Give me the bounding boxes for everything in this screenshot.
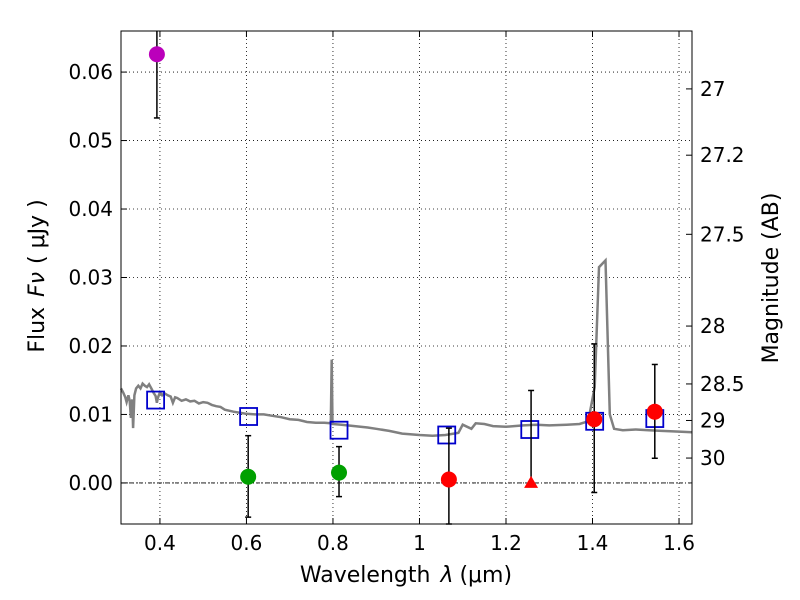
magnitude-tick-label: 30	[700, 446, 725, 470]
x-tick-label: 0.6	[231, 531, 263, 555]
x-tick-label: 0.8	[317, 531, 349, 555]
magnitude-tick-label: 28	[700, 314, 725, 338]
magnitude-tick-label: 27.5	[700, 222, 745, 246]
x-tick-label: 1.6	[663, 531, 695, 555]
magnitude-axis-label: Magnitude (AB)	[759, 193, 784, 364]
y-axis-label: FluxFν( μJy )	[25, 199, 50, 352]
y-tick-label: 0.04	[68, 197, 113, 221]
upper-limit-marker	[524, 475, 539, 488]
model-spectrum-layer	[119, 257, 693, 437]
y-tick-label: 0.05	[68, 129, 113, 153]
model-spectrum-line	[119, 257, 693, 437]
x-tick-label: 1.2	[490, 531, 522, 555]
x-tick-label: 0.4	[144, 531, 176, 555]
synthetic-photometry-point	[437, 425, 457, 445]
magnitude-axis-ticks: 27 27.2 27.5 28 28.5 29 30	[686, 77, 745, 470]
x-tick-label: 1.4	[577, 531, 609, 555]
magnitude-tick-label: 29	[700, 408, 725, 432]
observed-flux-point	[240, 468, 257, 485]
magnitude-tick-label: 28.5	[700, 372, 745, 396]
magnitude-tick-label: 27.2	[700, 143, 745, 167]
synthetic-photometry-point	[520, 420, 540, 439]
observed-flux-point	[440, 471, 457, 488]
x-axis-label: Wavelength λ (μm)	[300, 563, 512, 588]
y-tick-label: 0.02	[68, 334, 113, 358]
synthetic-photometry-point	[239, 407, 259, 426]
y-tick-label: 0.00	[68, 471, 113, 495]
x-tick-label: 1	[413, 531, 426, 555]
x-axis-ticks: 0.4 0.6 0.8 1 1.2 1.4 1.6	[144, 31, 695, 555]
y-tick-label: 0.01	[68, 402, 113, 426]
y-tick-label: 0.03	[68, 266, 113, 290]
observed-flux-point	[586, 411, 603, 428]
observations-layer	[148, 31, 663, 525]
synthetic-photometry-point	[329, 420, 349, 440]
y-tick-label: 0.06	[68, 60, 113, 84]
synthetic-photometry-point	[146, 390, 166, 410]
observed-flux-point	[646, 403, 663, 420]
y-axis-ticks: 0.00 0.01 0.02 0.03 0.04 0.05 0.06	[68, 60, 127, 495]
observed-flux-point	[331, 464, 348, 481]
observed-flux-point	[148, 46, 165, 63]
magnitude-tick-label: 27	[700, 77, 725, 101]
